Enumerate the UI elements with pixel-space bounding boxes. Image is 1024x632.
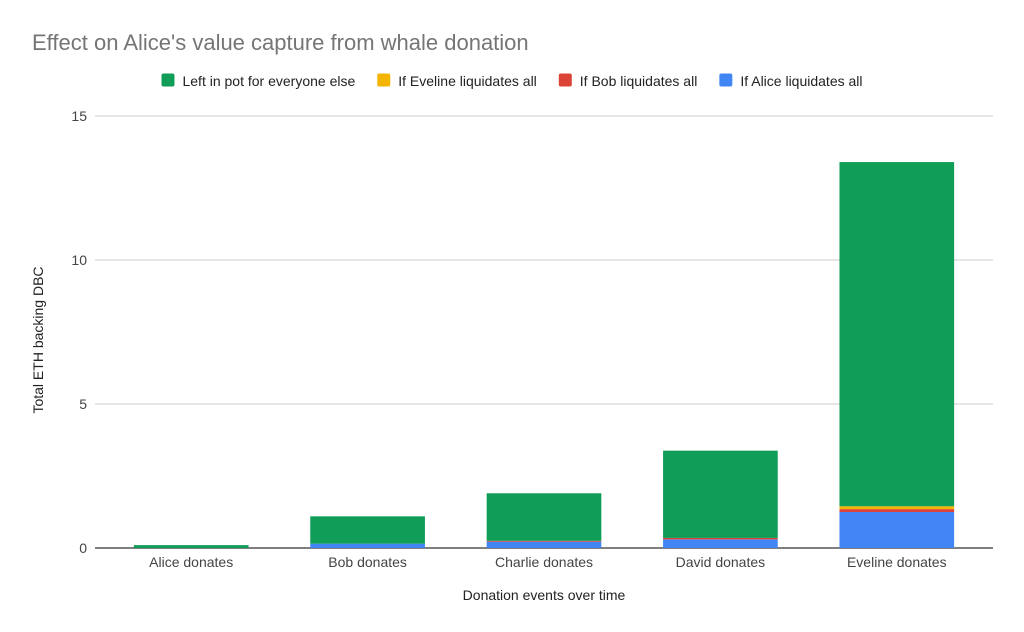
legend-label: If Eveline liquidates all bbox=[398, 73, 537, 89]
y-tick-label: 0 bbox=[79, 540, 87, 556]
legend-swatch bbox=[377, 73, 391, 87]
bar-segment bbox=[486, 540, 602, 542]
bar-segment bbox=[133, 545, 249, 548]
bar-segment bbox=[310, 543, 425, 548]
bar-segment bbox=[839, 512, 955, 548]
bar-segment bbox=[310, 516, 425, 544]
x-tick-label: David donates bbox=[676, 554, 766, 570]
bar-segment bbox=[663, 537, 778, 540]
x-tick-label: Alice donates bbox=[149, 554, 233, 570]
bar-segment bbox=[839, 509, 955, 512]
x-axis-ticks: Alice donates Bob donates Charlie donates D… bbox=[149, 554, 946, 570]
x-tick-label: Charlie donates bbox=[495, 554, 593, 570]
bar-segment bbox=[486, 541, 602, 548]
legend-label: Left in pot for everyone else bbox=[182, 73, 355, 89]
bar-segment bbox=[663, 450, 778, 538]
x-tick-label: Eveline donates bbox=[847, 554, 947, 570]
legend-label: If Alice liquidates all bbox=[740, 73, 862, 89]
y-axis-label: Total ETH backing DBC bbox=[30, 266, 46, 413]
x-tick-label: Bob donates bbox=[328, 554, 407, 570]
bar-segment bbox=[663, 539, 778, 548]
legend-swatch bbox=[719, 73, 733, 87]
bar-segment bbox=[486, 493, 602, 541]
x-axis-label: Donation events over time bbox=[463, 587, 626, 603]
chart-title: Effect on Alice's value capture from wha… bbox=[32, 30, 529, 55]
legend: Left in pot for everyone else If Eveline … bbox=[161, 73, 863, 89]
legend-swatch bbox=[161, 73, 175, 87]
y-tick-label: 10 bbox=[71, 252, 87, 268]
legend-swatch bbox=[558, 73, 572, 87]
bar-segment bbox=[839, 162, 955, 507]
bar-segment bbox=[839, 506, 955, 510]
y-tick-label: 5 bbox=[79, 396, 87, 412]
legend-label: If Bob liquidates all bbox=[580, 73, 698, 89]
y-tick-label: 15 bbox=[71, 108, 87, 124]
bars bbox=[133, 162, 955, 548]
